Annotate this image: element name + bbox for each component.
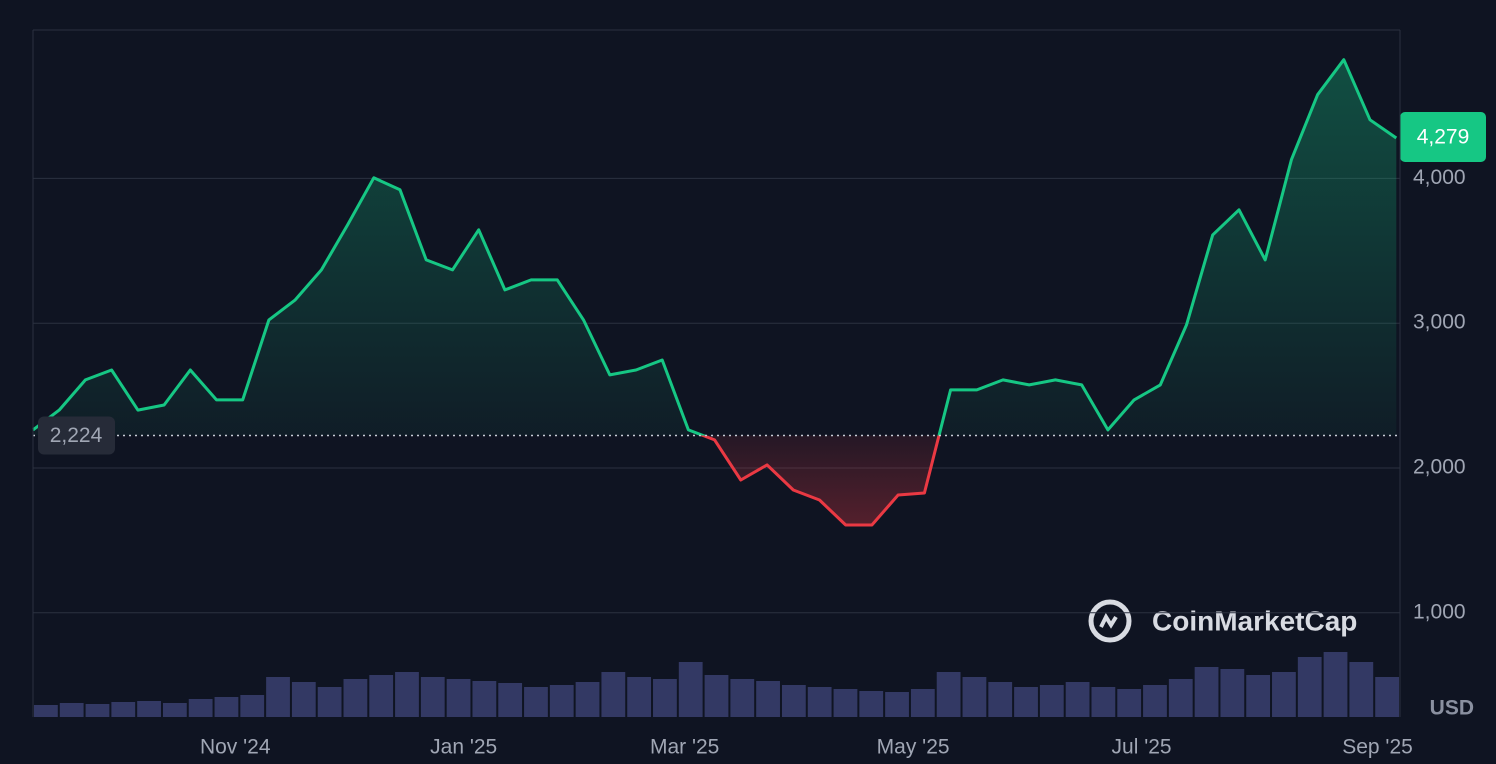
watermark: CoinMarketCap: [1088, 599, 1357, 643]
volume-bar: [1349, 662, 1374, 717]
y-tick-label: 2,000: [1413, 456, 1466, 479]
volume-bar: [1168, 679, 1193, 717]
last-price-label: 4,279: [1417, 126, 1470, 149]
volume-bar: [343, 679, 368, 717]
volume-bar: [1143, 685, 1167, 717]
volume-bar: [859, 691, 884, 717]
volume-bar: [1039, 685, 1064, 717]
reference-label-box: [38, 416, 115, 455]
volume-bar: [291, 682, 316, 717]
y-tick-label: 1,000: [1413, 600, 1466, 623]
volume-bar: [395, 672, 419, 717]
x-tick-label: Mar '25: [650, 736, 719, 759]
volume-bar: [369, 675, 394, 717]
x-tick-label: Nov '24: [200, 736, 271, 759]
volume-bar: [1065, 682, 1090, 717]
volume-bar: [988, 682, 1013, 717]
volume-bar: [1220, 669, 1245, 717]
volume-bar: [833, 689, 858, 717]
plot-frame: [32, 29, 1401, 717]
volume-bar: [446, 679, 471, 717]
x-tick-label: Jan '25: [430, 736, 497, 759]
volume-bar: [317, 687, 342, 717]
volume-bar: [1246, 675, 1271, 717]
volume-bar: [601, 672, 626, 717]
volume-bar: [137, 701, 161, 717]
volume-bar: [1014, 687, 1038, 717]
volume-bar: [1323, 652, 1348, 717]
volume-bar: [704, 675, 729, 717]
volume-bar: [756, 681, 780, 717]
x-tick-label: Jul '25: [1112, 736, 1172, 759]
volume-bar: [214, 697, 239, 717]
volume-bar: [936, 672, 961, 717]
volume-bar: [524, 687, 548, 717]
y-tick-label: 4,000: [1413, 166, 1466, 189]
last-price-box: [1400, 112, 1486, 163]
volume-bar: [1272, 672, 1296, 717]
volume-bar: [34, 705, 58, 717]
volume-bar: [1091, 687, 1116, 717]
volume-bar: [111, 702, 136, 717]
reference-label: 2,224: [50, 424, 103, 447]
volume-bar: [420, 677, 445, 717]
volume-bar: [85, 704, 110, 717]
volume-bar: [59, 703, 84, 717]
volume-bar: [188, 699, 213, 717]
volume-bar: [1297, 657, 1322, 717]
volume-bar: [627, 677, 652, 717]
volume-bar: [962, 677, 987, 717]
volume-bar: [781, 685, 806, 717]
x-tick-label: May '25: [877, 736, 950, 759]
volume-bar: [1375, 677, 1399, 717]
volume-bar: [678, 662, 703, 717]
price-line: [32, 58, 1398, 527]
volume-bar: [1117, 689, 1142, 717]
volume-bar: [498, 683, 523, 717]
volume-bar: [730, 679, 755, 717]
volume-bar: [240, 695, 265, 717]
volume-bar: [549, 685, 574, 717]
volume-bar: [807, 687, 832, 717]
volume-bar: [910, 689, 935, 717]
x-tick-label: Sep '25: [1342, 736, 1413, 759]
volume-bar: [885, 692, 909, 717]
volume-bar: [1194, 667, 1219, 717]
volume-bar: [575, 682, 600, 717]
volume-bar: [162, 703, 187, 717]
volume-bar: [472, 681, 497, 717]
currency-label: USD: [1430, 697, 1474, 720]
volume-bar: [653, 679, 677, 717]
price-area: [33, 59, 1397, 525]
watermark-text: CoinMarketCap: [1152, 605, 1357, 636]
volume-bar: [266, 677, 290, 717]
y-tick-label: 3,000: [1413, 311, 1466, 334]
